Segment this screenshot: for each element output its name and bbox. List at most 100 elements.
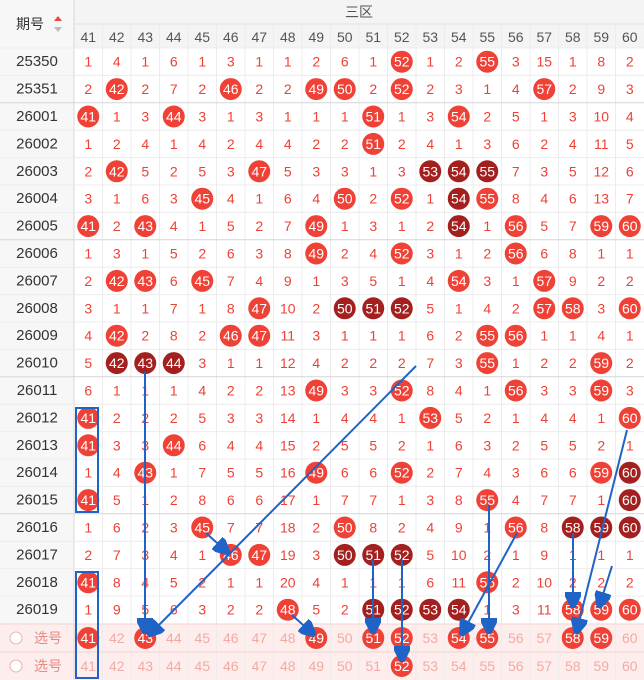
- pick-selected[interactable]: 55: [479, 630, 495, 646]
- ball: [191, 187, 214, 210]
- pick-selected[interactable]: 41: [80, 630, 96, 646]
- pick-radio[interactable]: [9, 659, 23, 673]
- miss-count: 18: [280, 520, 296, 536]
- ball: [162, 105, 185, 128]
- pick-number[interactable]: 48: [280, 630, 296, 646]
- ball-number: 59: [593, 520, 609, 536]
- pick-number[interactable]: 60: [622, 658, 638, 674]
- miss-count: 1: [141, 300, 149, 316]
- miss-count: 2: [483, 410, 491, 426]
- pick-number[interactable]: 53: [422, 630, 438, 646]
- ball: [618, 215, 641, 238]
- ball-number: 52: [394, 246, 410, 262]
- pick-number[interactable]: 46: [223, 658, 239, 674]
- ball-number: 54: [451, 218, 467, 234]
- miss-count: 3: [84, 191, 92, 207]
- pick-number[interactable]: 41: [80, 658, 96, 674]
- pick-number[interactable]: 51: [365, 658, 381, 674]
- miss-count: 1: [341, 328, 349, 344]
- miss-count: 2: [426, 465, 434, 481]
- miss-count: 1: [626, 547, 634, 563]
- pick-radio[interactable]: [9, 631, 23, 645]
- column-number: 49: [308, 29, 324, 45]
- miss-count: 7: [255, 520, 263, 536]
- pick-number[interactable]: 47: [251, 630, 267, 646]
- pick-number[interactable]: 44: [166, 630, 182, 646]
- miss-count: 1: [227, 355, 235, 371]
- miss-count: 4: [426, 520, 434, 536]
- pick-number[interactable]: 50: [337, 658, 353, 674]
- miss-count: 2: [341, 246, 349, 262]
- pick-number[interactable]: 54: [451, 658, 467, 674]
- ball: [105, 269, 128, 292]
- ball-number: 53: [422, 163, 438, 179]
- ball: [77, 434, 100, 457]
- period: 26014: [16, 464, 58, 481]
- miss-count: 1: [198, 547, 206, 563]
- miss-count: 4: [170, 218, 178, 234]
- miss-count: 2: [483, 109, 491, 125]
- ball-number: 48: [280, 602, 296, 618]
- period: 26015: [16, 492, 58, 509]
- pick-number[interactable]: 45: [194, 658, 210, 674]
- miss-count: 11: [594, 136, 609, 152]
- miss-count: 2: [255, 81, 263, 97]
- miss-count: 2: [141, 328, 149, 344]
- miss-count: 1: [512, 410, 520, 426]
- miss-count: 5: [113, 492, 121, 508]
- pick-number[interactable]: 45: [194, 630, 210, 646]
- pick-number[interactable]: 60: [622, 630, 638, 646]
- pick-number[interactable]: 50: [337, 630, 353, 646]
- period: 25350: [16, 53, 58, 70]
- pick-number[interactable]: 42: [109, 630, 125, 646]
- pick-selected[interactable]: 54: [451, 630, 467, 646]
- pick-number[interactable]: 56: [508, 630, 524, 646]
- pick-selected[interactable]: 58: [565, 630, 581, 646]
- pick-number[interactable]: 53: [422, 658, 438, 674]
- miss-count: 3: [341, 163, 349, 179]
- pick-number[interactable]: 58: [565, 658, 581, 674]
- miss-count: 2: [312, 54, 320, 70]
- ball-number: 55: [479, 328, 495, 344]
- ball-number: 44: [166, 355, 182, 371]
- period: 26009: [16, 327, 58, 344]
- pick-selected[interactable]: 51: [365, 630, 381, 646]
- column-number: 41: [80, 29, 96, 45]
- pick-number[interactable]: 55: [479, 658, 495, 674]
- sort-down[interactable]: [54, 27, 62, 32]
- miss-count: 4: [227, 191, 235, 207]
- ball-number: 60: [622, 602, 638, 618]
- column-number: 53: [422, 29, 438, 45]
- ball[interactable]: [590, 627, 613, 649]
- ball: [618, 297, 641, 320]
- miss-count: 1: [483, 520, 491, 536]
- period-header[interactable]: 期号: [16, 16, 44, 32]
- pick-number[interactable]: 44: [166, 658, 182, 674]
- pick-selected[interactable]: 52: [394, 658, 410, 674]
- ball: [362, 543, 385, 566]
- ball: [476, 50, 499, 73]
- miss-count: 3: [312, 547, 320, 563]
- ball-number: 54: [451, 602, 467, 618]
- sort-up[interactable]: [54, 16, 62, 21]
- pick-number[interactable]: 47: [251, 658, 267, 674]
- pick-number[interactable]: 42: [109, 658, 125, 674]
- miss-count: 1: [198, 300, 206, 316]
- pick-number[interactable]: 46: [223, 630, 239, 646]
- ball-number: 42: [109, 81, 125, 97]
- pick-number[interactable]: 57: [536, 658, 552, 674]
- ball[interactable]: [77, 627, 100, 649]
- pick-number[interactable]: 49: [308, 658, 324, 674]
- miss-count: 7: [369, 492, 377, 508]
- pick-number[interactable]: 57: [536, 630, 552, 646]
- miss-count: 10: [451, 547, 467, 563]
- pick-number[interactable]: 48: [280, 658, 296, 674]
- pick-number[interactable]: 59: [593, 658, 609, 674]
- miss-count: 2: [512, 300, 520, 316]
- pick-number[interactable]: 43: [137, 658, 153, 674]
- pick-number[interactable]: 56: [508, 658, 524, 674]
- column-number: 42: [109, 29, 125, 45]
- miss-count: 2: [113, 218, 121, 234]
- pick-selected[interactable]: 59: [593, 630, 609, 646]
- miss-count: 4: [483, 300, 491, 316]
